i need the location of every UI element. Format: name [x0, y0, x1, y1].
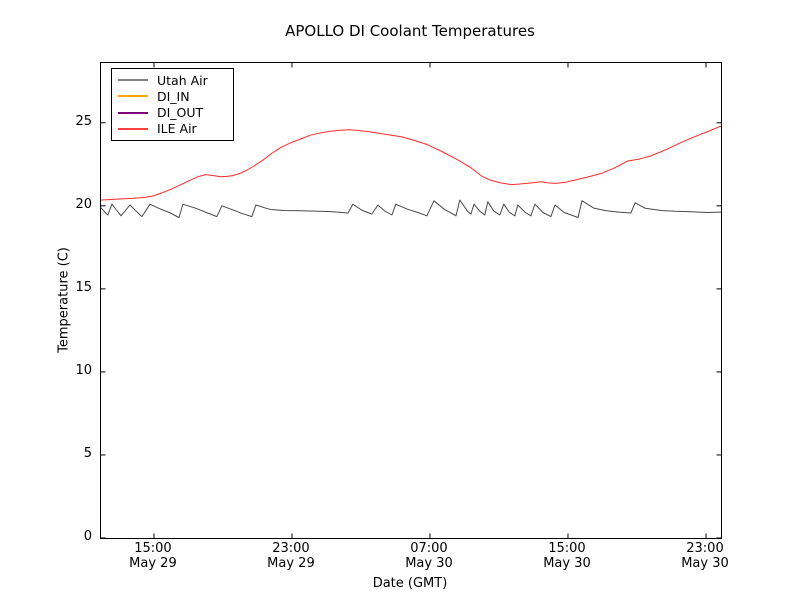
x-tick-time: 15:00	[134, 541, 172, 556]
legend-label-utah-air: Utah Air	[157, 72, 208, 88]
axis-tick-marks	[101, 63, 721, 538]
series-line-ile-air	[101, 125, 721, 201]
x-tick-date: May 29	[129, 556, 177, 571]
plot-svg	[101, 63, 721, 538]
x-tick-date: May 30	[681, 556, 729, 571]
x-tick-label: 07:00 May 30	[384, 541, 474, 571]
legend-row-di-in: DI_IN	[118, 89, 227, 104]
series-line-utah-air	[101, 199, 721, 218]
legend-row-di-out: DI_OUT	[118, 105, 227, 120]
y-axis-label: Temperature (C)	[56, 247, 72, 353]
chart-title: APOLLO DI Coolant Temperatures	[285, 22, 535, 40]
x-tick-date: May 30	[405, 556, 453, 571]
y-tick-label: 25	[75, 113, 92, 129]
legend-swatch-di-out	[118, 111, 148, 114]
legend-label-di-in: DI_IN	[157, 88, 190, 104]
y-tick-label: 15	[75, 279, 92, 295]
legend-swatch-ile-air	[118, 127, 148, 130]
legend-swatch-di-in	[118, 95, 148, 98]
x-tick-time: 23:00	[272, 541, 310, 556]
x-tick-label: 15:00 May 30	[522, 541, 612, 571]
legend: Utah Air DI_IN DI_OUT ILE Air	[111, 68, 234, 141]
legend-label-di-out: DI_OUT	[157, 105, 204, 121]
y-tick-label: 20	[75, 196, 92, 212]
x-tick-time: 23:00	[686, 541, 724, 556]
x-tick-date: May 30	[543, 556, 591, 571]
x-axis-label: Date (GMT)	[372, 576, 448, 591]
x-tick-label: 23:00 May 29	[246, 541, 336, 571]
y-tick-label: 5	[83, 445, 92, 461]
legend-label-ile-air: ILE Air	[157, 121, 197, 137]
legend-row-utah-air: Utah Air	[118, 73, 227, 88]
x-tick-date: May 29	[267, 556, 315, 571]
legend-row-ile-air: ILE Air	[118, 121, 227, 136]
x-tick-label: 23:00 May 30	[660, 541, 750, 571]
x-tick-label: 15:00 May 29	[108, 541, 198, 571]
plot-area	[100, 62, 722, 539]
y-tick-label: 10	[75, 362, 92, 378]
x-tick-time: 15:00	[548, 541, 586, 556]
legend-swatch-utah-air	[118, 79, 148, 82]
x-tick-time: 07:00	[410, 541, 448, 556]
y-tick-label: 0	[83, 529, 92, 544]
